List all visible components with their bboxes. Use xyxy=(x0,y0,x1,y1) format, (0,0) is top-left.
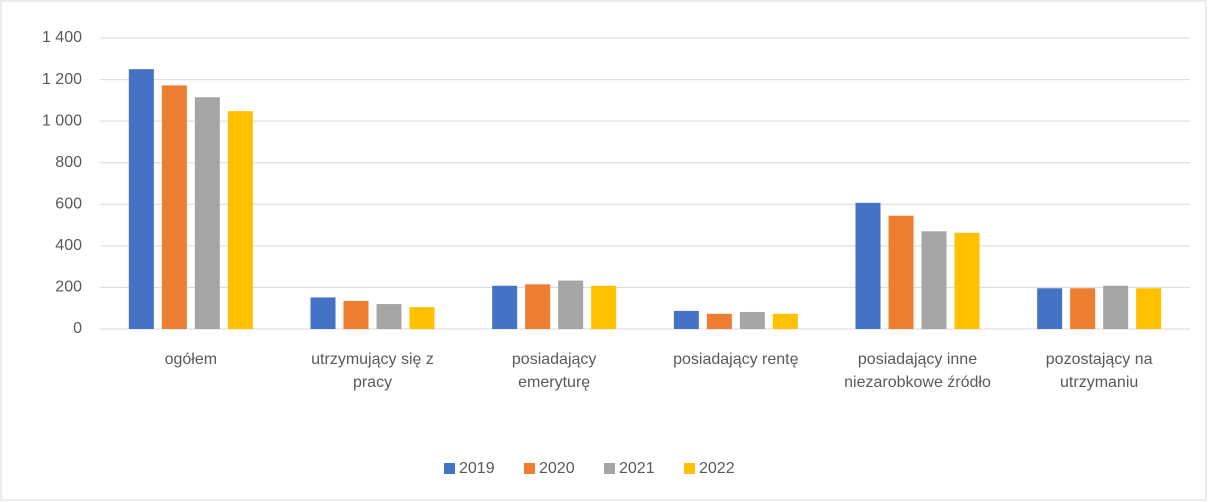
y-tick-label: 1 000 xyxy=(42,112,82,129)
bar xyxy=(343,300,369,329)
bar xyxy=(921,231,947,329)
bar xyxy=(492,285,518,329)
legend-swatch xyxy=(444,463,455,474)
bar xyxy=(128,69,154,329)
legend-label: 2022 xyxy=(699,460,735,477)
bar xyxy=(591,285,617,329)
x-tick-label: ogółem xyxy=(164,351,218,368)
bar xyxy=(739,311,765,329)
y-tick-label: 1 200 xyxy=(42,71,82,88)
bar xyxy=(376,304,402,329)
bar xyxy=(409,307,435,329)
legend-label: 2020 xyxy=(539,460,575,477)
bar xyxy=(227,111,253,329)
bar xyxy=(558,280,584,329)
legend-swatch xyxy=(684,463,695,474)
y-tick-label: 600 xyxy=(55,196,82,213)
bar xyxy=(772,313,798,329)
x-tick-label: utrzymujący się z pracy xyxy=(311,351,434,391)
bar xyxy=(525,284,551,329)
x-tick-label: posiadający emeryturę xyxy=(511,351,597,391)
legend-label: 2021 xyxy=(619,460,655,477)
bar xyxy=(161,85,187,330)
bar xyxy=(1136,288,1162,329)
x-tick-label: pozostający na utrzymaniu xyxy=(1045,351,1153,391)
y-tick-label: 400 xyxy=(55,237,82,254)
bar xyxy=(673,310,699,329)
legend-swatch xyxy=(604,463,615,474)
y-tick-label: 200 xyxy=(55,279,82,296)
x-tick-label: posiadający inne niezarobkowe źródło xyxy=(844,351,991,391)
bar xyxy=(888,215,914,329)
y-tick-label: 0 xyxy=(73,320,82,337)
bar xyxy=(1037,288,1063,329)
bar xyxy=(1103,285,1129,329)
legend-label: 2019 xyxy=(459,460,495,477)
y-tick-label: 800 xyxy=(55,154,82,171)
x-tick-label: posiadający rentę xyxy=(673,351,799,368)
bar xyxy=(310,297,336,329)
bar xyxy=(954,232,980,329)
bar xyxy=(706,313,732,329)
legend-swatch xyxy=(524,463,535,474)
bar xyxy=(1070,288,1096,329)
bar xyxy=(194,97,220,329)
bar xyxy=(855,202,881,329)
y-tick-label: 1 400 xyxy=(42,29,82,46)
